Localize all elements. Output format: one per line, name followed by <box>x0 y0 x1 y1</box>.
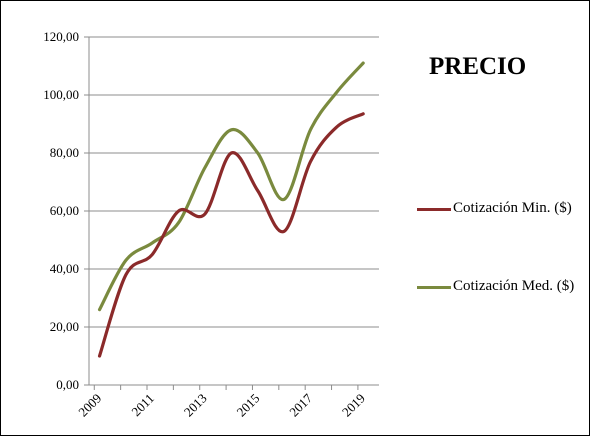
y-tick-label: 20,00 <box>50 319 79 334</box>
x-tick-label: 2013 <box>181 391 210 420</box>
y-tick-label: 40,00 <box>50 261 79 276</box>
series-line-cotizacion-min <box>97 112 365 358</box>
legend-swatch-med <box>417 286 451 289</box>
legend-label-med: Cotización Med. ($) <box>453 278 575 294</box>
chart-title: PRECIO <box>429 53 527 80</box>
series-line-cotizacion-med <box>97 61 365 312</box>
x-tick-label: 2015 <box>233 391 262 420</box>
y-tick-label: 60,00 <box>50 203 79 218</box>
y-tick-label: 120,00 <box>43 29 79 44</box>
x-tick-label: 2017 <box>286 390 315 419</box>
y-tick-label: 80,00 <box>50 145 79 160</box>
x-tick-label: 2011 <box>128 391 157 420</box>
y-tick-label: 100,00 <box>43 87 79 102</box>
x-tick-label: 2009 <box>75 391 104 420</box>
legend-swatch-min <box>417 208 451 211</box>
y-tick-label: 0,00 <box>56 377 79 392</box>
legend-label-min: Cotización Min. ($) <box>453 200 572 216</box>
x-tick-label: 2019 <box>339 391 368 420</box>
